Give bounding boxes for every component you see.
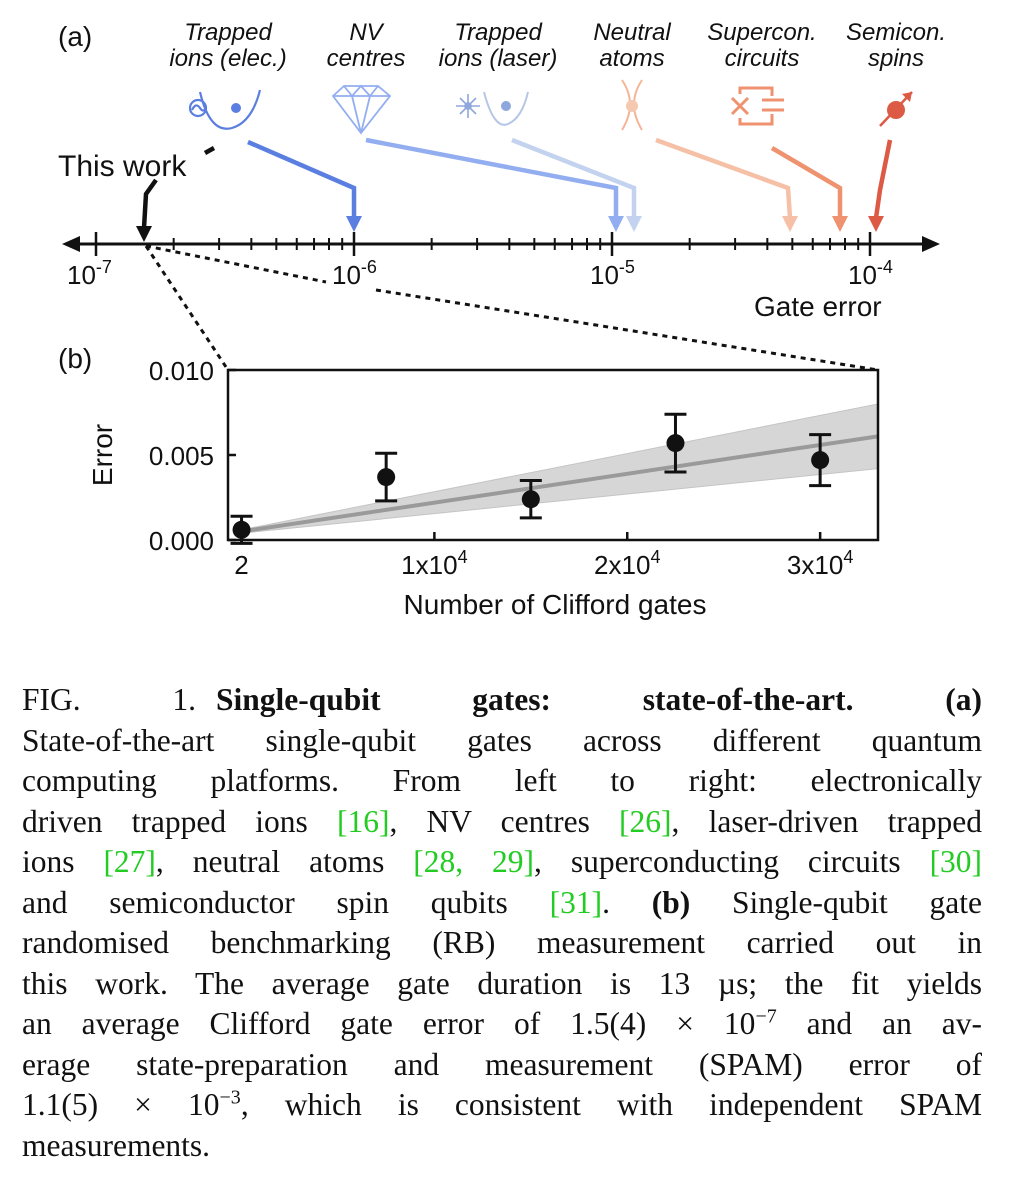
connector-semicon-spins [873, 139, 893, 219]
optical-tweezer-icon [621, 79, 643, 131]
platform-label-semicon-line2: spins [868, 45, 924, 72]
connector-nv-centres [365, 137, 619, 218]
y-tick-label: 0.005 [149, 441, 214, 471]
ref-30[interactable]: [30] [929, 844, 983, 879]
platform-label-neutral-atoms-line2: atoms [599, 45, 664, 72]
ref-28-29[interactable]: [28, 29] [413, 844, 535, 879]
superconducting-circuit-icon [730, 86, 784, 126]
arrowhead-nv-centres [608, 216, 624, 232]
zoom-line-left [144, 245, 230, 371]
figure-1: (a) Trapped ions (elec.) NV centres Trap… [58, 19, 946, 620]
arrowhead-neutral-atoms [782, 216, 798, 232]
axis-tick-label-1e-6: 10-6 [332, 257, 377, 290]
caption-title: Single-qubit gates: state-of-the-art. [216, 682, 854, 717]
arrowhead-semicon-spins [868, 216, 884, 232]
data-point-marker [666, 434, 685, 453]
this-work-dash [203, 146, 216, 155]
data-point-marker [232, 520, 251, 539]
caption-line-9: an average Clifford gate error of 1.5(4)… [22, 1005, 983, 1041]
ref-26[interactable]: [26] [619, 803, 672, 839]
data-point [519, 479, 542, 520]
this-work-connector [141, 178, 158, 229]
data-point [375, 451, 398, 503]
platform-label-supercon-line1: Supercon. [707, 19, 816, 46]
connector-neutral-atoms [655, 137, 793, 219]
platform-label-semicon-line1: Semicon. [846, 19, 946, 46]
data-point-marker [377, 468, 396, 487]
x-tick-label: 1x104 [401, 547, 467, 580]
fit-line [241, 434, 878, 534]
connector-trapped-ions-laser [511, 137, 637, 218]
platform-label-trapped-ions-laser-line2: ions (laser) [439, 45, 558, 72]
ref-27[interactable]: [27] [103, 844, 156, 879]
caption-line-3: computing platforms. From left to right:… [22, 763, 983, 798]
panel-b-label: (b) [58, 343, 92, 374]
y-axis-label: Error [87, 424, 118, 486]
gate-error-axis-ticks [94, 232, 872, 256]
y-tick-label: 0.000 [149, 526, 214, 556]
caption-line-11: 1.1(5) × 10−3, which is consistent with … [22, 1086, 982, 1122]
x-axis-label: Number of Clifford gates [404, 589, 707, 620]
axis-arrow-right [922, 236, 940, 252]
platform-label-nv-line1: NV [349, 19, 384, 46]
figure-caption: FIG. 1. Single-qubit gates: state-of-the-… [22, 680, 982, 1166]
platform-label-trapped-ions-laser-line1: Trapped [454, 19, 542, 46]
zoom-line-right-a [145, 244, 327, 284]
axis-arrow-left [62, 236, 80, 252]
caption-line-12: measurements. [22, 1127, 211, 1163]
data-point [809, 433, 832, 488]
this-work-label: This work [58, 150, 187, 183]
data-point-marker [811, 451, 830, 470]
caption-line-5: ions [27], neutral atoms [28, 29], super… [22, 844, 983, 879]
caption-line-2: State-of-the-art single-qubit gates acro… [22, 722, 982, 758]
ref-16[interactable]: [16] [337, 803, 390, 839]
caption-b-label: (b) [651, 884, 691, 920]
caption-a-label: (a) [945, 682, 983, 717]
connector-trapped-ions-elec [247, 139, 357, 218]
data-point-marker [521, 490, 540, 509]
caption-line-8: this work. The average gate duration is … [22, 965, 982, 1001]
diamond-icon [331, 84, 392, 135]
axis-tick-label-1e-7: 10-7 [67, 257, 112, 290]
ref-31[interactable]: [31] [549, 884, 603, 920]
x-tick-label: 3x104 [787, 547, 853, 580]
trapped-ion-electronic-icon [188, 89, 262, 130]
laser-ion-icon [456, 91, 529, 126]
zoom-line-right-b [375, 288, 879, 372]
arrowhead-supercon-circuits [832, 216, 848, 232]
platform-label-nv-line2: centres [327, 45, 406, 72]
axis-tick-label-1e-5: 10-5 [590, 257, 635, 290]
caption-line-1: FIG. 1. Single-qubit gates: state-of-the-… [22, 680, 982, 721]
platform-label-supercon-line2: circuits [725, 45, 800, 72]
panel-a-label: (a) [58, 21, 92, 52]
caption-line-4: driven trapped ions [16], NV centres [26… [22, 803, 983, 839]
caption-line-10: erage state-preparation and measurement … [22, 1046, 982, 1082]
arrowhead-trapped-ions-laser [626, 216, 642, 232]
data-point [664, 412, 687, 474]
connector-supercon-circuits [770, 146, 843, 218]
x-tick-label: 2x104 [594, 547, 660, 580]
caption-fig-label: FIG. 1. [22, 682, 196, 717]
platform-label-neutral-atoms-line1: Neutral [593, 19, 671, 46]
fit-confidence-band [241, 403, 878, 534]
arrowhead-trapped-ions-elec [346, 216, 362, 232]
gate-error-axis-title: Gate error [754, 291, 882, 322]
spin-icon [879, 91, 913, 127]
x-tick-label: 2 [234, 550, 248, 580]
this-work-arrowhead [136, 226, 152, 242]
y-tick-label: 0.010 [149, 356, 214, 386]
platform-label-trapped-ions-elec-line1: Trapped [184, 19, 272, 46]
figure-svg: (a) Trapped ions (elec.) NV centres Trap… [58, 19, 946, 620]
axis-tick-label-1e-4: 10-4 [848, 257, 893, 290]
caption-line-7: randomised benchmarking (RB) measurement… [22, 925, 982, 960]
rb-plot: 0.000 0.005 0.010 2 1x104 2x104 3x104 [149, 356, 880, 580]
platform-label-trapped-ions-elec-line2: ions (elec.) [169, 45, 286, 72]
caption-line-6: and semiconductor spin qubits [31]. (b) … [22, 884, 982, 920]
